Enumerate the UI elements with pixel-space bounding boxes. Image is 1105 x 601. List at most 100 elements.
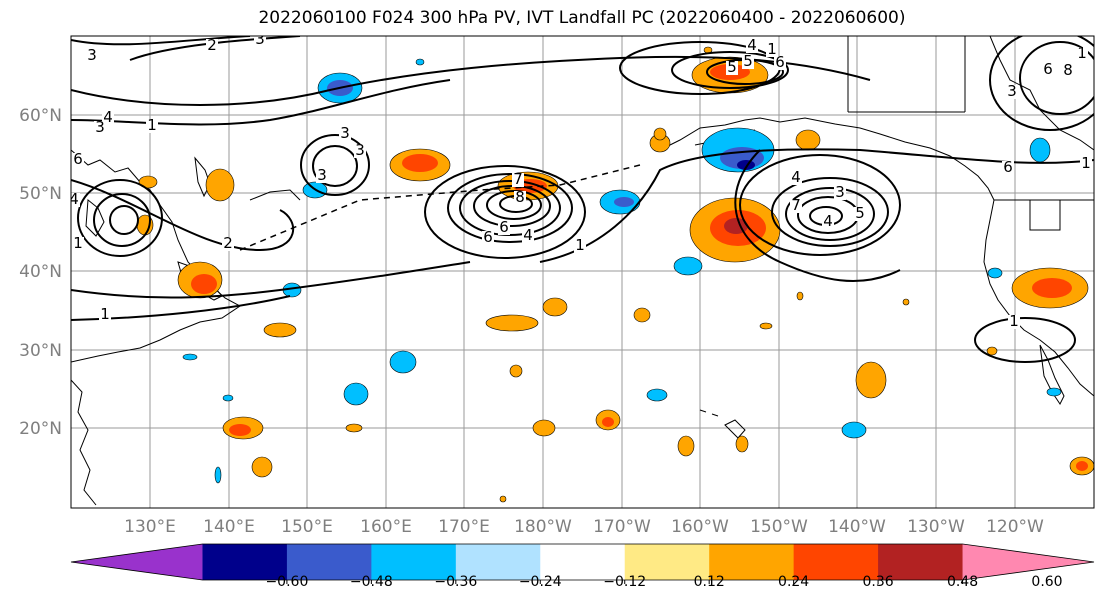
colorbar-tick-label: −0.36 [434, 574, 477, 590]
contour-label-bg [72, 237, 84, 251]
pc-shading-region [795, 129, 821, 151]
colorbar-tick-label: 0.24 [778, 574, 809, 590]
pc-shading-region [987, 267, 1003, 279]
contour-label: 3 [835, 183, 845, 201]
pc-shading-region [214, 466, 222, 484]
contour-label: 1 [1077, 44, 1087, 62]
colorbar-tick-label: −0.60 [265, 574, 308, 590]
pc-shading-region [653, 127, 667, 141]
pc-shading-region [251, 456, 273, 478]
contour-label: 2 [223, 234, 233, 252]
lat-label: 30°N [19, 341, 62, 361]
colorbar-bin [455, 544, 541, 580]
pv-contours [71, 36, 1094, 363]
colorbar-tick-label: 0.60 [1031, 574, 1062, 590]
contour-label-bg [72, 153, 84, 167]
pc-shading-region [205, 168, 235, 202]
pc-shading-region [602, 417, 614, 427]
contour-label: 6 [775, 53, 785, 71]
contour-label: 1 [767, 40, 777, 58]
pc-shading-region [191, 274, 217, 294]
contour-label: 2 [207, 36, 217, 54]
pc-shading-region [902, 298, 910, 306]
pc-shading-region [855, 361, 887, 399]
pc-shading-region [222, 394, 234, 402]
lon-label: 180°W [514, 517, 572, 537]
contour-label: 3 [1007, 82, 1017, 100]
contour-label-bg [222, 237, 234, 251]
colorbar-bin [286, 544, 372, 580]
contour-label-bg [94, 121, 106, 135]
contour-label-bg [482, 231, 494, 245]
lon-label: 150°W [750, 517, 808, 537]
contour-label-bg [354, 144, 366, 158]
map-frame [70, 35, 1095, 509]
contour-label: 6 [483, 228, 493, 246]
pc-shading-region [182, 353, 198, 361]
lon-label: 130°W [907, 517, 965, 537]
contour-label-bg [254, 36, 266, 47]
contour-label: 1 [100, 305, 110, 323]
colorbar-outline [70, 543, 1095, 581]
lon-label: 120°W [986, 517, 1044, 537]
contour-label: 1 [1009, 312, 1019, 330]
colorbar-bin [793, 544, 879, 580]
contour-label: 3 [317, 166, 327, 184]
colorbar-tick-label: 0.12 [694, 574, 725, 590]
contour-label: 4 [523, 226, 533, 244]
lat-label: 50°N [19, 184, 62, 204]
contour-label-bg [522, 229, 534, 243]
colorbar-bin [624, 544, 710, 580]
lon-label: 170°E [438, 517, 490, 537]
pc-shading-region [345, 423, 363, 433]
contour-label-bg [1006, 85, 1018, 99]
contour-label: 5 [727, 58, 737, 76]
colorbar-bin [878, 544, 964, 580]
contour-label-bg [790, 171, 802, 185]
contour-label: 1 [73, 234, 83, 252]
lon-axis-labels: 130°E 140°E 150°E 160°E 170°E 180°W 170°W 160°W… [124, 517, 1044, 537]
contour-label: 3 [340, 124, 350, 142]
contour-label-bg [206, 39, 218, 53]
contour-label: 4 [791, 168, 801, 186]
contour-label: 4 [69, 190, 79, 208]
colorbar: −0.60 −0.48 −0.36 −0.24 −0.12 0.12 0.24 0.36 0.4… [70, 543, 1095, 590]
contour-label: 6 [1003, 158, 1013, 176]
contour-label: 7 [513, 170, 523, 188]
lon-label: 130°E [124, 517, 176, 537]
pc-shading-region [677, 435, 695, 457]
lon-label: 140°W [828, 517, 886, 537]
contour-label: 6 [1043, 60, 1053, 78]
contour-label-bg [86, 49, 98, 63]
contour-label-bg [514, 191, 526, 205]
contour-label-bg [766, 43, 778, 57]
colorbar-tick-label: −0.48 [350, 574, 393, 590]
lon-label: 160°W [671, 517, 729, 537]
contour-label-bg [790, 199, 802, 213]
contour-label-bg [834, 186, 846, 200]
contour-label-bg [1002, 161, 1014, 175]
pc-shading-region [485, 314, 539, 332]
pc-shading-region [532, 419, 556, 437]
contour-label: 4 [823, 212, 833, 230]
contour-label-bg [498, 221, 510, 235]
pc-shading-region [415, 58, 425, 66]
pc-shading-region [841, 421, 867, 439]
contour-label: 4 [103, 108, 113, 126]
pc-shading-region [796, 291, 804, 301]
contour-label: 8 [1063, 61, 1073, 79]
lat-axis-labels: 60°N 50°N 40°N 30°N 20°N [19, 106, 62, 439]
pc-shading-region [499, 495, 507, 503]
contour-label: 5 [855, 204, 865, 222]
pc-shading-region [263, 322, 297, 338]
colorbar-extend-max [962, 544, 1094, 580]
pc-shading-region [1029, 137, 1051, 163]
contour-label: 3 [87, 46, 97, 64]
lon-label: 160°E [360, 517, 412, 537]
lat-label: 20°N [19, 419, 62, 439]
contour-label: 1 [575, 236, 585, 254]
contour-label-bg [339, 127, 351, 141]
colorbar-bin [202, 544, 288, 580]
contour-label: 5 [743, 52, 753, 70]
contour-label-bg [71, 193, 80, 207]
